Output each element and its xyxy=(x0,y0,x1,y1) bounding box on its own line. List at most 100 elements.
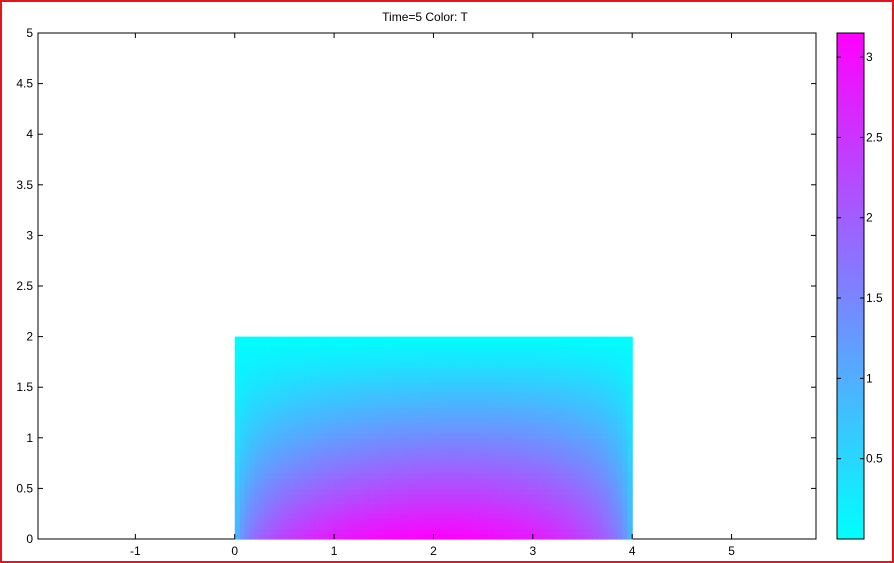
field-cell xyxy=(443,473,449,479)
field-cell xyxy=(314,392,320,398)
field-cell xyxy=(607,523,613,530)
field-cell xyxy=(249,422,256,429)
field-cell xyxy=(249,463,256,469)
field-cell xyxy=(249,528,256,535)
field-cell xyxy=(339,493,345,500)
field-cell xyxy=(592,341,599,348)
field-cell xyxy=(468,463,474,469)
field-cell xyxy=(373,336,380,343)
field-cell xyxy=(279,412,286,419)
field-cell xyxy=(572,452,579,459)
field-cell xyxy=(532,397,539,403)
colorbar-tick-label: 0.5 xyxy=(866,452,883,466)
field-cell xyxy=(532,452,539,459)
field-cell xyxy=(279,382,286,388)
field-cell xyxy=(309,361,315,368)
field-cell xyxy=(339,412,345,419)
field-cell xyxy=(617,407,623,414)
field-cell xyxy=(448,377,454,383)
field-cell xyxy=(234,402,241,409)
field-cell xyxy=(269,412,276,419)
field-cell xyxy=(507,392,514,398)
field-cell xyxy=(577,528,584,535)
field-cell xyxy=(249,427,256,434)
field-cell xyxy=(373,361,380,368)
field-cell xyxy=(398,473,405,479)
field-cell xyxy=(279,392,286,398)
field-cell xyxy=(239,458,246,464)
field-cell xyxy=(537,442,544,449)
field-cell xyxy=(339,447,345,454)
field-cell xyxy=(443,356,449,363)
field-cell xyxy=(503,356,509,363)
field-cell xyxy=(324,463,330,469)
field-cell xyxy=(363,518,370,525)
field-cell xyxy=(428,407,435,414)
field-cell xyxy=(438,442,444,449)
field-cell xyxy=(572,366,579,373)
field-cell xyxy=(527,356,534,363)
field-cell xyxy=(249,488,256,495)
field-cell xyxy=(488,412,494,419)
field-cell xyxy=(473,452,479,459)
field-cell xyxy=(522,447,529,454)
field-cell xyxy=(458,498,464,505)
field-cell xyxy=(522,392,529,398)
field-cell xyxy=(249,341,256,348)
field-cell xyxy=(349,452,355,459)
field-cell xyxy=(443,488,449,495)
field-cell xyxy=(562,336,569,343)
field-cell xyxy=(403,483,410,489)
field-cell xyxy=(468,437,474,444)
field-cell xyxy=(378,366,385,373)
field-cell xyxy=(453,432,459,439)
field-cell xyxy=(463,498,469,505)
field-cell xyxy=(612,452,618,459)
field-cell xyxy=(259,361,266,368)
field-cell xyxy=(493,377,499,383)
field-cell xyxy=(483,458,489,464)
field-cell xyxy=(522,361,529,368)
field-cell xyxy=(587,447,594,454)
field-cell xyxy=(339,361,345,368)
colorbar xyxy=(836,32,865,540)
field-cell xyxy=(314,458,320,464)
field-cell xyxy=(537,402,544,409)
field-cell xyxy=(617,513,623,520)
field-cell xyxy=(438,478,444,484)
field-cell xyxy=(339,402,345,409)
field-cell xyxy=(587,366,594,373)
field-cell xyxy=(483,533,489,540)
field-cell xyxy=(314,483,320,489)
field-cell xyxy=(577,508,584,515)
field-cell xyxy=(592,458,599,464)
field-cell xyxy=(334,488,340,495)
field-cell xyxy=(493,427,499,434)
field-cell xyxy=(294,498,300,505)
field-cell xyxy=(353,452,360,459)
field-cell xyxy=(284,427,290,434)
field-cell xyxy=(498,528,504,535)
field-cell xyxy=(319,397,325,403)
field-cell xyxy=(607,513,613,520)
field-cell xyxy=(274,397,281,403)
field-cell xyxy=(358,397,365,403)
field-cell xyxy=(319,387,325,393)
field-cell xyxy=(597,437,603,444)
field-cell xyxy=(617,412,623,419)
field-cell xyxy=(443,513,449,520)
field-cell xyxy=(512,508,519,515)
field-cell xyxy=(622,427,628,434)
field-cell xyxy=(532,447,539,454)
field-cell xyxy=(363,377,370,383)
field-cell xyxy=(453,437,459,444)
field-cell xyxy=(507,508,514,515)
field-cell xyxy=(448,432,454,439)
field-cell xyxy=(334,407,340,414)
field-cell xyxy=(254,503,261,510)
field-cell xyxy=(622,351,628,358)
field-cell xyxy=(378,422,385,429)
field-cell xyxy=(557,447,564,454)
field-cell xyxy=(279,508,286,515)
field-cell xyxy=(264,498,271,505)
